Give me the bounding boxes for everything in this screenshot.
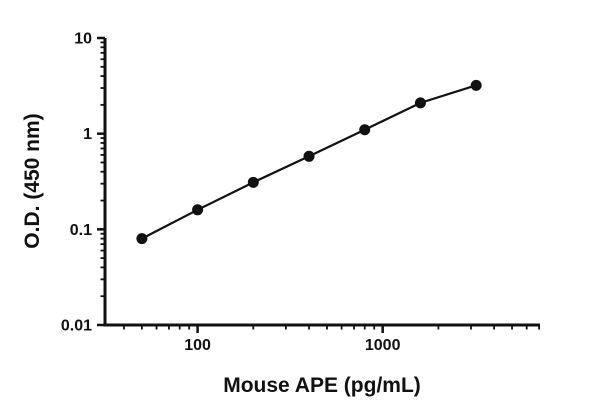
x-tick-label: 100 [184, 337, 211, 354]
data-point [470, 79, 482, 91]
data-point [192, 204, 204, 216]
data-point [303, 150, 315, 162]
x-axis-title: Mouse APE (pg/mL) [223, 374, 421, 397]
data-point [414, 97, 426, 109]
x-tick-label: 1000 [365, 337, 401, 354]
y-tick-label: 0.01 [61, 318, 92, 335]
series-line [141, 84, 477, 240]
data-point [247, 176, 259, 188]
y-tick-label: 1 [83, 126, 92, 143]
data-point [359, 124, 371, 136]
data-point [136, 233, 148, 245]
y-tick-label: 10 [74, 31, 92, 48]
y-axis-title: O.D. (450 nm) [21, 113, 44, 249]
y-tick-label: 0.1 [70, 222, 92, 239]
